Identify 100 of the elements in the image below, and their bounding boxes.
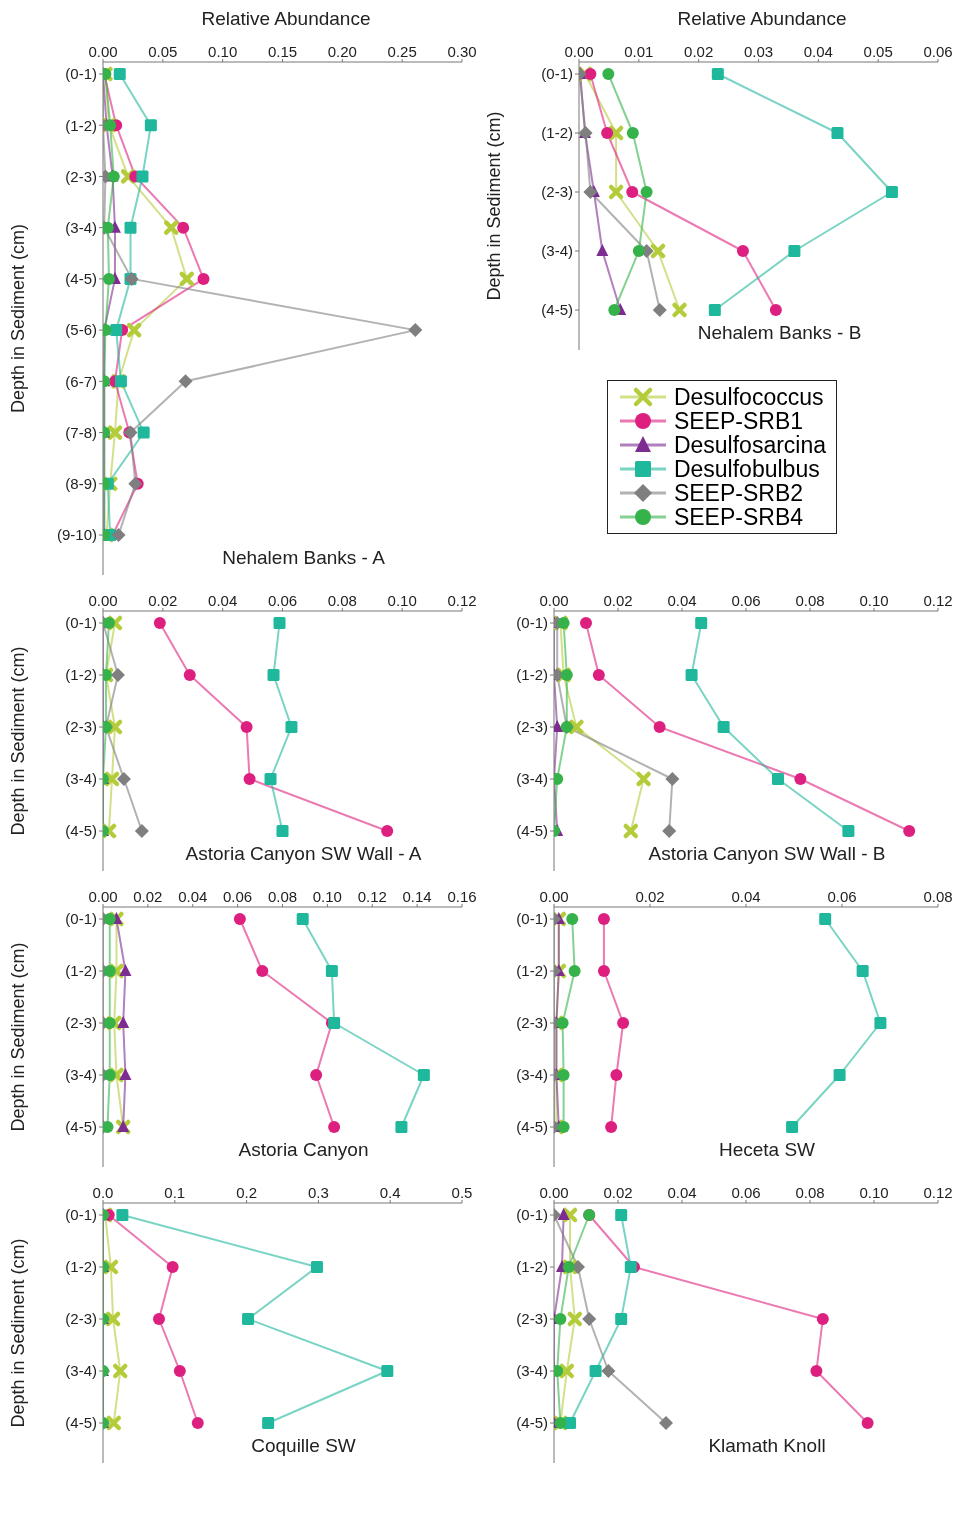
y-tick-label: (2-3)	[516, 1014, 548, 1032]
y-tick-label: (3-4)	[65, 1066, 97, 1084]
y-tick-label: (4-5)	[65, 1118, 97, 1136]
x-tick-label: 0.06	[827, 888, 857, 905]
x-tick-label: 0.08	[795, 1184, 825, 1201]
x-tick-label: 0.12	[447, 592, 477, 609]
y-tick-label: (0-1)	[65, 614, 97, 632]
x-tick-label: 0.04	[667, 1184, 697, 1201]
y-tick-label: (2-3)	[65, 1014, 97, 1032]
x-tick-label: 0.02	[684, 43, 714, 60]
x-tick-label: 0.10	[859, 1184, 889, 1201]
y-tick-label: (3-4)	[65, 1362, 97, 1380]
x-tick-label: 0.16	[447, 888, 477, 905]
legend-label: SEEP-SRB2	[673, 480, 804, 506]
x-tick-label: 0.08	[795, 592, 825, 609]
x-tick-label: 0.3	[307, 1184, 329, 1201]
x-tick-label: 0.10	[387, 592, 417, 609]
legend-label: SEEP-SRB1	[673, 408, 804, 434]
x-tick-label: 0.02	[133, 888, 163, 905]
text: Klamath Knoll	[707, 1435, 827, 1457]
y-tick-label: (5-6)	[65, 321, 97, 339]
y-tick-label: (1-2)	[65, 962, 97, 980]
y-tick-label: (1-2)	[65, 116, 97, 134]
x-tick-label: 0.05	[863, 43, 893, 60]
y-tick-label: (1-2)	[65, 666, 97, 684]
x-tick-label: 0.04	[731, 888, 761, 905]
x-tick-label: 0.30	[447, 43, 477, 60]
y-tick-label: (4-5)	[516, 1118, 548, 1136]
y-tick-label: (1-2)	[516, 1258, 548, 1276]
x-tick-label: 0.10	[859, 592, 889, 609]
y-axis-title: Depth in Sediment (cm)	[8, 223, 29, 414]
x-tick-label: 0.08	[923, 888, 953, 905]
y-tick-label: (0-1)	[65, 1206, 97, 1224]
x-tick-label: 0.00	[88, 592, 118, 609]
y-tick-label: (0-1)	[516, 910, 548, 928]
y-tick-label: (1-2)	[65, 1258, 97, 1276]
x-tick-label: 0.04	[178, 888, 208, 905]
text: Nehalem Banks - B	[696, 322, 863, 344]
x-tick-label: 0.06	[731, 1184, 761, 1201]
y-tick-label: (1-2)	[516, 666, 548, 684]
y-tick-label: (3-4)	[541, 242, 573, 260]
y-tick-label: (0-1)	[65, 910, 97, 928]
x-tick-label: 0.25	[387, 43, 417, 60]
legend-label: Desulfococcus	[673, 384, 824, 410]
x-axis-title: Relative Abundance	[676, 8, 848, 30]
text: Coquille SW	[250, 1435, 357, 1457]
y-tick-label: (4-5)	[541, 301, 573, 319]
text: Astoria Canyon	[237, 1139, 370, 1161]
y-tick-label: (2-3)	[65, 167, 97, 185]
text: Heceta SW	[717, 1139, 817, 1161]
y-tick-label: (0-1)	[541, 65, 573, 83]
y-tick-label: (2-3)	[516, 718, 548, 736]
x-tick-label: 0.03	[743, 43, 774, 60]
x-tick-label: 0.04	[208, 592, 238, 609]
x-tick-label: 0.04	[667, 592, 697, 609]
text: Astoria Canyon SW Wall - A	[184, 843, 423, 865]
legend-label: SEEP-SRB4	[673, 504, 804, 530]
text: Astoria Canyon SW Wall - B	[647, 843, 887, 865]
x-tick-label: 0.00	[539, 592, 569, 609]
x-tick-label: 0.0	[92, 1184, 114, 1201]
y-tick-label: (4-5)	[65, 270, 97, 288]
y-tick-label: (2-3)	[65, 718, 97, 736]
y-tick-label: (0-1)	[65, 65, 97, 83]
x-tick-label: 0.1	[164, 1184, 186, 1201]
legend-label: Desulfosarcina	[673, 432, 827, 458]
x-tick-label: 0.00	[539, 1184, 569, 1201]
y-tick-label: (3-4)	[516, 1066, 548, 1084]
y-tick-label: (3-4)	[65, 218, 97, 236]
text: Nehalem Banks - A	[221, 547, 386, 569]
y-tick-label: (3-4)	[516, 1362, 548, 1380]
x-tick-label: 0.5	[451, 1184, 473, 1201]
x-tick-label: 0.00	[564, 43, 594, 60]
y-tick-label: (6-7)	[65, 372, 97, 390]
x-tick-label: 0.06	[923, 43, 953, 60]
y-axis-title: Depth in Sediment (cm)	[8, 646, 29, 836]
x-tick-label: 0.02	[148, 592, 178, 609]
x-tick-label: 0.01	[624, 43, 654, 60]
x-tick-label: 0.20	[327, 43, 357, 60]
x-tick-label: 0.02	[635, 888, 665, 905]
legend-label: Desulfobulbus	[673, 456, 820, 482]
y-tick-label: (2-3)	[65, 1310, 97, 1328]
y-tick-label: (0-1)	[516, 1206, 548, 1224]
x-tick-label: 0.12	[357, 888, 387, 905]
x-tick-label: 0.12	[923, 592, 953, 609]
x-tick-label: 0.2	[236, 1184, 258, 1201]
x-tick-label: 0.04	[803, 43, 833, 60]
y-tick-label: (4-5)	[516, 1414, 548, 1432]
x-tick-label: 0.14	[402, 888, 432, 905]
y-tick-label: (4-5)	[65, 1414, 97, 1432]
y-tick-label: (1-2)	[541, 124, 573, 142]
y-axis-title: Depth in Sediment (cm)	[484, 111, 505, 301]
y-tick-label: (0-1)	[516, 614, 548, 632]
y-tick-label: (2-3)	[541, 183, 573, 201]
y-tick-label: (3-4)	[65, 770, 97, 788]
y-tick-label: (2-3)	[516, 1310, 548, 1328]
x-tick-label: 0.10	[208, 43, 238, 60]
x-tick-label: 0.02	[603, 1184, 633, 1201]
x-tick-label: 0.10	[312, 888, 342, 905]
x-tick-label: 0.06	[267, 592, 298, 609]
y-tick-label: (8-9)	[65, 475, 97, 493]
